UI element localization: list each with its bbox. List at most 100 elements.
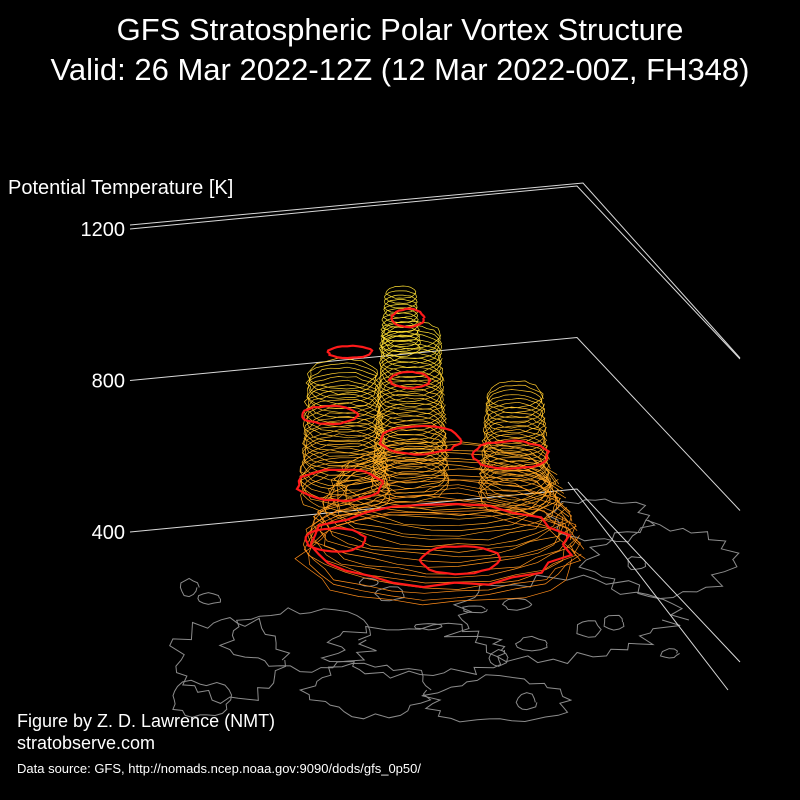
vortex-contour bbox=[378, 370, 444, 403]
vortex-contour bbox=[479, 470, 552, 506]
vortex-contour bbox=[375, 407, 447, 441]
vortex-contour bbox=[485, 394, 546, 424]
vortex-contour bbox=[373, 434, 448, 470]
vortex-contour bbox=[374, 403, 447, 436]
vortex-contour bbox=[376, 379, 445, 411]
vortex-contour bbox=[477, 478, 552, 516]
title-block: GFS Stratospheric Polar Vortex Structure… bbox=[0, 10, 800, 90]
highlight-contour bbox=[471, 439, 551, 470]
vortex-contour bbox=[303, 398, 383, 433]
highlight-contour bbox=[387, 370, 432, 390]
vortex-contour bbox=[380, 339, 443, 369]
coastline bbox=[197, 592, 221, 605]
vortex-contour bbox=[480, 474, 552, 511]
vortex-contour bbox=[380, 321, 420, 338]
vortex-contour bbox=[302, 406, 384, 443]
vortex-contour bbox=[374, 420, 447, 455]
vortex-contour bbox=[310, 487, 578, 575]
floor-edge bbox=[567, 481, 729, 691]
vortex-contour bbox=[300, 447, 388, 486]
vortex-contour bbox=[377, 392, 445, 426]
coastline bbox=[421, 674, 572, 723]
vortex-contour bbox=[303, 416, 385, 454]
highlight-contour bbox=[418, 545, 502, 576]
vortex-contour bbox=[485, 389, 545, 419]
vortex-contour bbox=[303, 504, 585, 594]
coastline bbox=[545, 498, 656, 543]
vortex-contour bbox=[483, 420, 548, 452]
z-axis-label: Potential Temperature [K] bbox=[8, 177, 233, 199]
chart-subtitle: Valid: 26 Mar 2022-12Z (12 Mar 2022-00Z,… bbox=[50, 52, 750, 87]
coastline bbox=[501, 597, 533, 611]
coastline bbox=[179, 577, 200, 598]
vortex-contour bbox=[385, 285, 417, 299]
z-tick-label: 800 bbox=[92, 371, 125, 393]
highlight-contour bbox=[301, 404, 360, 426]
axis-layer bbox=[129, 182, 741, 691]
vortex-contour bbox=[384, 294, 419, 309]
vortex-contour bbox=[299, 452, 389, 492]
vortex-contour bbox=[306, 376, 380, 409]
vortex-contour bbox=[373, 437, 449, 475]
vortex-contour bbox=[308, 372, 380, 405]
vortex-contour bbox=[335, 448, 560, 520]
vortex-contour bbox=[310, 492, 580, 578]
vortex-contour bbox=[322, 462, 564, 541]
vortex-contour bbox=[486, 384, 544, 414]
vortex-contour bbox=[381, 330, 421, 347]
coastline bbox=[169, 617, 291, 704]
chart-title: GFS Stratospheric Polar Vortex Structure bbox=[116, 12, 684, 47]
vortex-contour bbox=[384, 290, 418, 304]
vortex-contour bbox=[299, 461, 391, 501]
vortex-contour bbox=[307, 357, 378, 390]
vortex-contour bbox=[383, 303, 419, 319]
vortex-contour bbox=[301, 428, 387, 467]
vortex-contour bbox=[299, 466, 390, 507]
coastline bbox=[172, 679, 233, 718]
vortex-contour bbox=[479, 457, 551, 492]
vortex-contour bbox=[381, 316, 420, 333]
vortex-contour bbox=[305, 495, 575, 584]
coastline bbox=[603, 614, 625, 631]
vortex-contour bbox=[305, 366, 381, 399]
vortex-contour bbox=[316, 474, 571, 553]
vortex-contour bbox=[377, 383, 444, 417]
vortex-contour bbox=[370, 460, 450, 498]
coastline bbox=[413, 623, 443, 631]
z-gridline bbox=[129, 336, 741, 511]
vortex-contour bbox=[372, 447, 448, 484]
vortex-contour bbox=[484, 411, 547, 444]
vortex-contour bbox=[317, 479, 573, 564]
z-gridline bbox=[129, 488, 741, 663]
vortex-contour bbox=[373, 425, 447, 460]
vortex-contour bbox=[303, 384, 380, 418]
vortex-isosurface bbox=[294, 285, 586, 606]
vortex-contour bbox=[378, 366, 445, 397]
vortex-contour bbox=[383, 299, 418, 314]
vortex-contour bbox=[483, 406, 546, 439]
highlight-contour bbox=[309, 502, 574, 589]
highlight-contour bbox=[326, 344, 374, 360]
vortex-contour bbox=[377, 397, 447, 431]
vortex-contour bbox=[303, 412, 386, 448]
vortex-contour bbox=[481, 438, 549, 471]
vortex-contour bbox=[486, 380, 544, 409]
z-tick-label: 1200 bbox=[81, 219, 126, 241]
coastline bbox=[374, 586, 405, 602]
coastline bbox=[515, 692, 538, 711]
vortex-contour bbox=[372, 443, 448, 479]
vortex-contour bbox=[312, 477, 570, 558]
vortex-contour bbox=[479, 460, 552, 496]
coastline bbox=[443, 574, 690, 665]
vortex-contour bbox=[378, 339, 422, 357]
top-frame-line bbox=[129, 182, 741, 359]
coastline bbox=[320, 622, 506, 679]
vortex-contour bbox=[313, 484, 577, 568]
vortex-contour bbox=[303, 420, 386, 457]
vortex-contour bbox=[379, 360, 443, 393]
coastline bbox=[659, 648, 680, 659]
highlight-contour bbox=[295, 468, 384, 503]
vortex-contour bbox=[479, 451, 551, 487]
z-gridline bbox=[129, 185, 741, 360]
